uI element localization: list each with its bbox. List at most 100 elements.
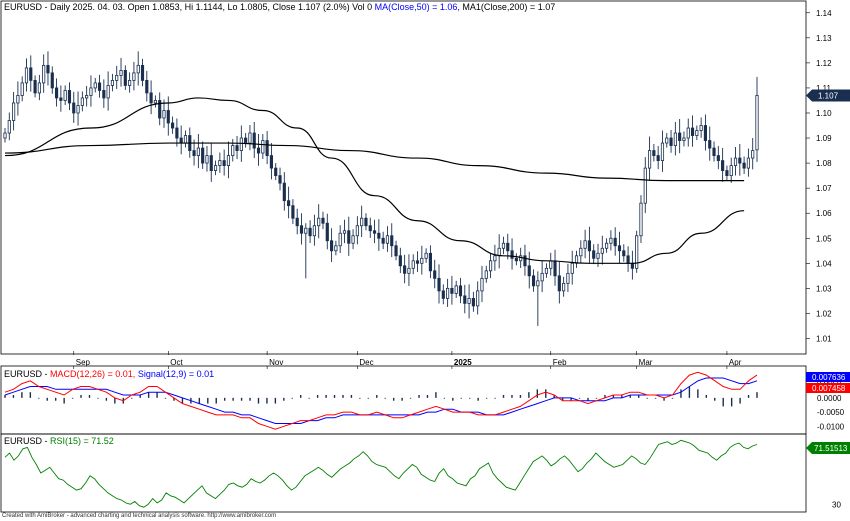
candle-body [24,67,29,84]
candle-body [42,64,46,84]
macd-header-signal-label: Signal(12,9) = 0.01 [138,369,214,379]
candle-body [596,252,600,259]
candle-body [609,237,613,244]
candle-body [656,155,660,161]
candle-body [80,97,84,106]
candle-body [579,247,583,257]
candle-body [699,125,703,131]
candle-body [733,157,738,166]
candle-body [647,150,652,169]
candle-body [682,137,686,141]
candle-body [669,137,673,146]
candle-body [226,155,231,166]
candle-body [334,245,338,252]
candle-body [252,132,256,149]
macd-y-tick-label: -0.0100 [817,422,845,431]
candle-body [385,235,390,244]
candle-body [420,257,424,264]
candle-body [501,242,506,249]
candle-body [446,287,450,299]
candle-body [183,135,188,144]
last-price-tag: 1.107 [806,89,850,102]
candle-body [497,247,501,257]
macd-header-macd-label: MACD(12,26) = 0.01, [50,369,135,379]
candle-body [531,275,536,287]
price-y-tick-label: 1.11 [816,84,832,93]
signal-line [4,377,758,424]
candle-body [72,102,76,114]
signal-tag-label: 0.007458 [812,384,846,393]
candle-body [93,82,97,89]
candle-body [123,69,127,86]
candle-body [450,287,454,294]
candle-body [192,150,196,156]
candle-body [540,272,544,282]
rsi-series-line [4,439,758,508]
x-axis-month-labels: Sep Oct Nov Dec 2025 Feb Mar Apr [73,351,742,369]
macd-lines [4,371,758,430]
candle-body [179,137,183,144]
candle-body [390,235,394,247]
candle-body [85,95,89,99]
candle-body [97,82,102,91]
rsi-header: EURUSD - RSI(15) = 71.52 [4,436,114,446]
candle-body [424,252,428,259]
candle-body [196,147,200,156]
candle-body [686,127,690,139]
candle-body [140,64,145,81]
rsi-y-tick-label: 30 [832,500,841,509]
candle-body [145,80,149,94]
candle-body [50,72,54,89]
candle-body [76,105,80,114]
header-symbol: EURUSD [4,2,43,12]
candle-body [235,145,239,151]
candle-body [665,137,669,144]
candle-body [377,232,381,239]
candle-body [308,227,312,237]
header-ma50-label: MA(Close,50) = 1.06, [375,2,460,12]
macd-y-tick-label: -0.0050 [817,408,845,417]
candle-body [175,127,179,139]
candle-body [330,240,334,252]
candle-body [299,225,304,234]
candle-body [128,80,132,86]
candle-body [54,87,59,99]
price-pane-border [0,0,807,355]
footer-credit: Created with AmiBroker - advanced charti… [2,513,277,519]
candle-body [239,137,243,151]
candle-body [403,265,407,274]
candle-body [304,227,308,234]
candle-body [484,270,488,279]
candle-body [639,202,643,237]
candle-body [751,150,755,159]
candle-body [643,167,647,204]
candle-body [321,217,325,224]
candle-body [690,127,695,136]
rsi-line [4,439,758,508]
candle-body [115,75,119,81]
candle-body [437,277,441,292]
candle-body [742,162,746,169]
price-y-tick-label: 1.02 [816,309,832,318]
candle-body [407,267,411,274]
candle-body [549,260,553,269]
price-candles [3,51,759,326]
candle-body [132,72,136,81]
candle-body [12,102,16,121]
macd-header: EURUSD - MACD(12,26) = 0.01, Signal(12,9… [4,369,214,379]
x-axis-label-apr: Apr [729,358,742,367]
candle-body [171,122,175,129]
candle-body [605,242,609,249]
rsi-header-label: RSI(15) = 71.52 [50,436,114,446]
candle-body [557,275,561,292]
candle-body [261,140,265,154]
price-y-tick-label: 1.05 [816,234,832,243]
candle-body [244,137,248,144]
candle-body [29,67,33,81]
rsi-y-tick-labels: 30 [832,500,841,509]
candle-body [256,147,261,154]
candle-body [119,69,123,76]
candle-body [7,120,11,134]
candle-body [476,290,480,307]
